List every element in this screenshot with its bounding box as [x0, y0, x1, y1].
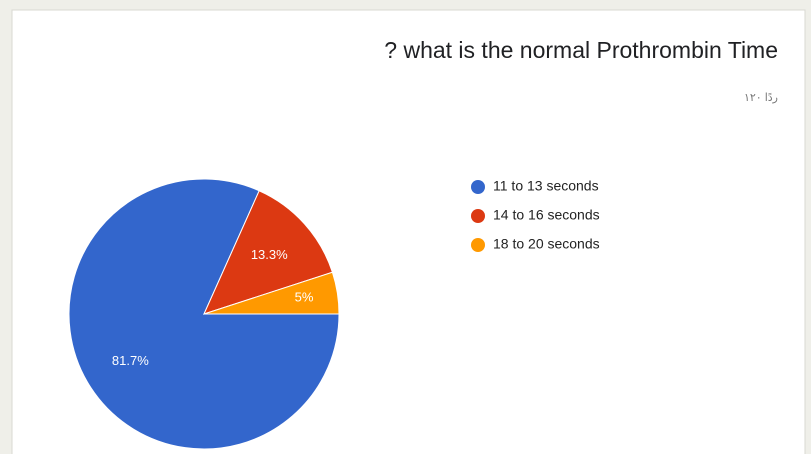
pie-slice [203, 190, 334, 315]
legend-label: 18 to 20 seconds [493, 236, 600, 252]
chart-subtitle: ۱۲۰ ردًا [744, 92, 778, 104]
chart-title: ? what is the normal Prothrombin Time [384, 37, 778, 63]
slice-label: 5% [295, 290, 314, 305]
slice-label: 13.3% [251, 247, 288, 262]
legend-swatch [471, 209, 485, 223]
legend-label: 14 to 16 seconds [493, 207, 600, 223]
slice-label: 81.7% [112, 353, 149, 368]
legend-swatch [471, 238, 485, 252]
legend-swatch [471, 180, 485, 194]
legend-label: 11 to 13 seconds [493, 178, 599, 194]
pie-slice [203, 271, 340, 315]
